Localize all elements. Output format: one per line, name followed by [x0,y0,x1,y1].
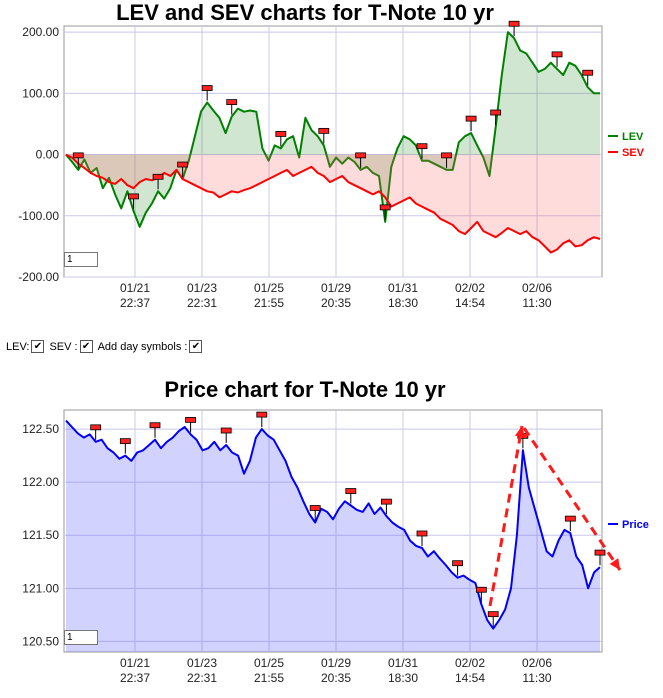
day-symbol-flag [345,488,357,494]
day-symbol-flag [465,115,477,122]
day-symbol-flag [185,417,197,423]
x-tick-label-time: 22:37 [120,671,150,685]
day-symbol-flag [119,438,131,445]
x-tick-label-time: 22:37 [120,296,150,310]
trend-arrow-up [488,425,524,607]
day-symbol-flag [564,515,576,522]
plot-area [63,409,603,653]
day-symbol-flag [441,152,452,159]
x-tick-label-date: 01/25 [254,656,284,670]
day-symbol-flag [149,422,161,429]
x-tick-label-date: 02/06 [522,656,552,670]
x-tick-label-time: 11:30 [522,296,551,310]
y-tick-label: 100.00 [22,86,59,100]
day-symbol-flag [90,424,102,431]
x-tick-label-date: 01/23 [187,281,217,295]
x-tick-label-time: 20:35 [321,671,351,685]
y-tick-label: -100.00 [18,209,59,223]
plot-area [63,25,603,278]
x-tick-label-date: 02/06 [522,281,552,295]
day-symbol-flag [416,530,428,537]
x-tick-label-date: 01/31 [388,656,418,670]
day-symbol-flag [309,505,321,511]
day-symbol-flag [355,152,367,159]
lev-checkbox[interactable]: ✔ [31,340,45,353]
x-tick-label-time: 21:55 [254,671,284,685]
day-symbol-flag [220,427,232,434]
day-symbol-flag [551,51,563,58]
x-tick-label-time: 18:30 [388,671,418,685]
day-symbol-flag [490,109,502,116]
day-symbol-flag [508,20,520,27]
x-tick-label-time: 11:30 [522,671,551,685]
legend-label-lev: LEV [622,131,644,143]
lev-checkbox-label: LEV: [6,340,30,353]
series-line-price [65,419,601,630]
legend-label-price: Price [622,519,649,531]
day-symbol-flag [177,161,189,168]
sev-checkbox[interactable]: ✔ [79,340,93,353]
x-tick-label-time: 18:30 [388,296,418,310]
day-symbol-flag [152,173,164,180]
day-symbol-flag [72,152,84,159]
y-tick-label: 121.00 [22,581,59,595]
day-symbol-flag [594,549,606,556]
day-symbols-checkbox-label: Add day symbols : [97,340,188,353]
sev-checkbox-label: SEV : [49,340,78,353]
x-tick-label-date: 01/25 [254,281,284,295]
y-tick-label: 200.00 [22,25,59,39]
price-chart-title: Price chart for T-Note 10 yr [164,377,446,402]
y-tick-label: 122.50 [22,422,59,436]
day-symbol-flag [128,193,139,200]
day-symbol-flag [256,411,268,418]
chart-options-bar: LEV: ✔ SEV : ✔ Add day symbols : ✔ [6,340,205,353]
trend-arrow-up-head [514,426,526,438]
day-symbol-flag [416,143,428,150]
day-symbol-flag [201,85,213,91]
x-tick-label-time: 20:35 [321,296,351,310]
x-tick-label-date: 01/29 [321,656,351,670]
day-symbol-flag [452,560,464,567]
day-symbol-flag [517,432,529,439]
y-tick-label: -200.00 [18,270,59,284]
trend-arrow-down [522,427,622,571]
x-tick-label-time: 21:55 [254,296,284,310]
x-tick-label-time: 22:31 [187,296,217,310]
x-tick-label-time: 22:31 [187,671,217,685]
day-symbol-flag [226,99,238,106]
lev-sev-chart-title: LEV and SEV charts for T-Note 10 yr [116,0,494,25]
x-tick-label-date: 01/21 [120,656,150,670]
x-tick-label-date: 02/02 [455,656,485,670]
x-tick-label-date: 02/02 [455,281,485,295]
lev-page-input[interactable]: 1 [64,252,98,267]
y-tick-label: 121.50 [22,528,59,542]
price-page-input[interactable]: 1 [64,630,98,645]
x-tick-label-time: 14:54 [455,671,485,685]
day-symbol-flag [379,204,391,211]
x-tick-label-date: 01/23 [187,656,217,670]
y-tick-label: 0.00 [36,148,60,162]
legend-label-sev: SEV [622,147,645,159]
day-symbol-flag [380,498,392,505]
x-tick-label-date: 01/29 [321,281,351,295]
series-line-lev [65,31,600,228]
series-area-price [66,420,600,652]
day-symbol-flag [275,131,287,137]
x-tick-label-date: 01/21 [120,281,150,295]
day-symbol-flag [582,69,594,76]
day-symbol-flag [318,127,330,134]
day-symbol-flag [487,611,499,618]
y-tick-label: 122.00 [22,475,59,489]
y-tick-label: 120.50 [22,634,59,648]
trend-arrow-down-head [609,558,620,570]
series-area-sev [66,154,600,253]
day-symbols-checkbox[interactable]: ✔ [189,340,203,353]
x-tick-label-time: 14:54 [455,296,485,310]
x-tick-label-date: 01/31 [388,281,418,295]
day-symbol-flag [475,586,487,593]
